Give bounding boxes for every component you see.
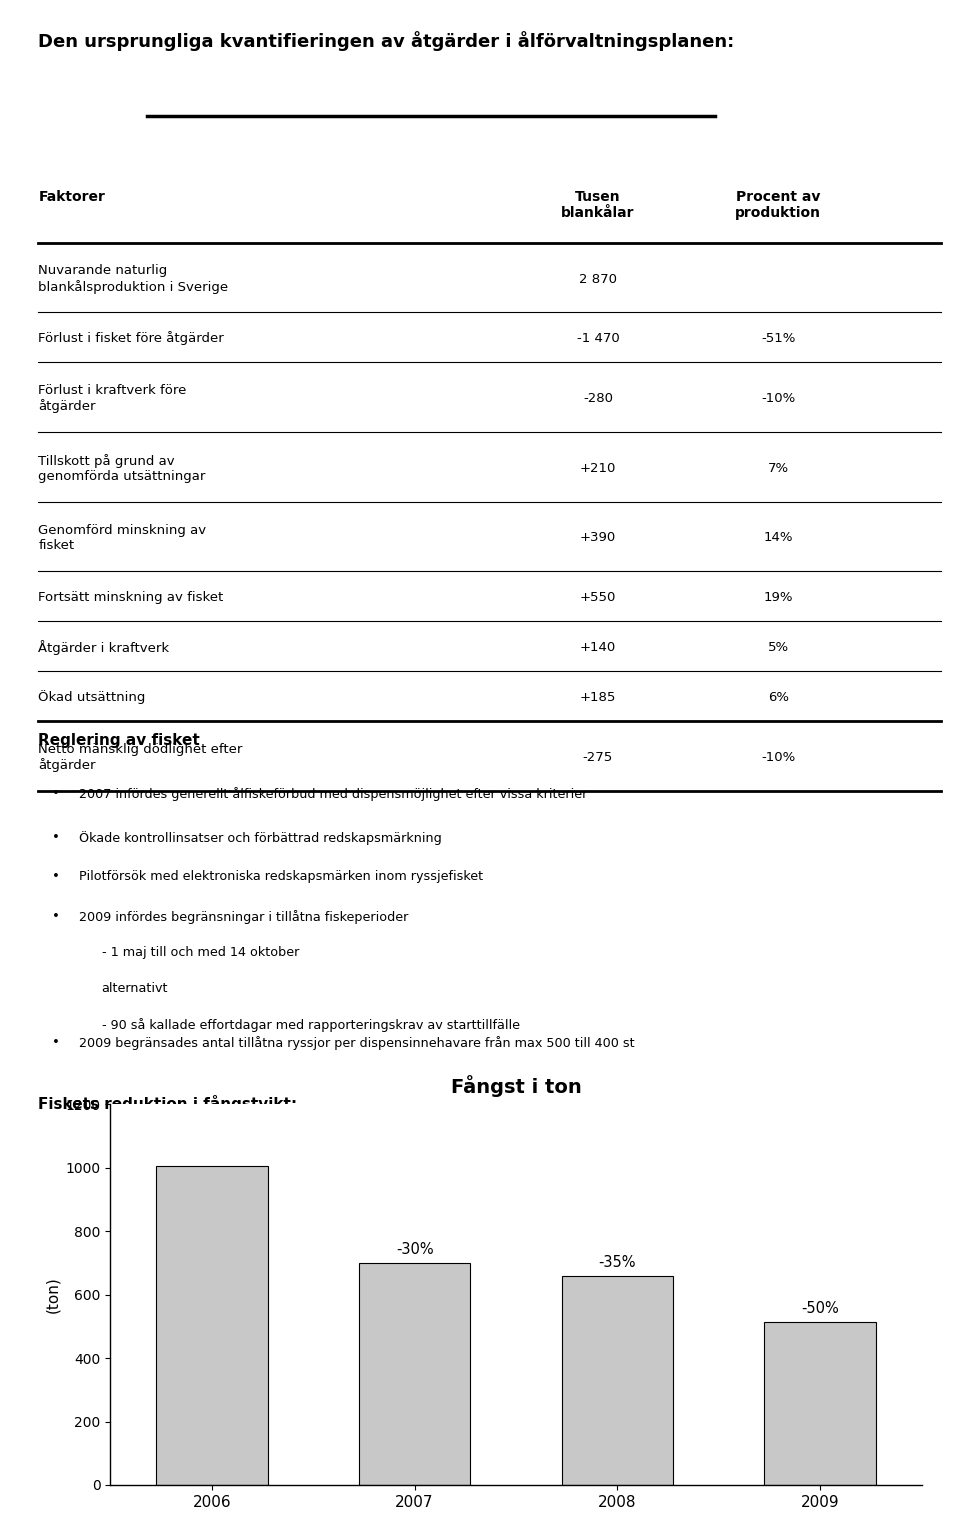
Y-axis label: (ton): (ton) <box>45 1276 60 1313</box>
Text: -50%: -50% <box>802 1301 839 1316</box>
Text: - 1 maj till och med 14 oktober: - 1 maj till och med 14 oktober <box>102 946 299 959</box>
Text: Procent av
produktion: Procent av produktion <box>735 190 822 221</box>
Title: Fångst i ton: Fångst i ton <box>450 1075 582 1097</box>
Text: Genomförd minskning av
fisket: Genomförd minskning av fisket <box>38 523 206 552</box>
Text: Reglering av fisket: Reglering av fisket <box>38 733 200 749</box>
Text: Fortsätt minskning av fisket: Fortsätt minskning av fisket <box>38 591 224 603</box>
Text: -30%: -30% <box>396 1243 433 1258</box>
Text: Förlust i kraftverk före
åtgärder: Förlust i kraftverk före åtgärder <box>38 384 187 413</box>
Text: +185: +185 <box>580 690 616 704</box>
Text: 14%: 14% <box>763 531 793 545</box>
Text: -51%: -51% <box>761 331 796 345</box>
Text: Ökade kontrollinsatser och förbättrad redskapsmärkning: Ökade kontrollinsatser och förbättrad re… <box>79 830 442 845</box>
Text: Tillskott på grund av
genomförda utsättningar: Tillskott på grund av genomförda utsättn… <box>38 454 205 483</box>
Text: -10%: -10% <box>761 750 796 764</box>
Text: -35%: -35% <box>599 1255 636 1270</box>
Bar <box>764 1322 876 1485</box>
Text: +390: +390 <box>580 531 616 545</box>
Text: 2009 infördes begränsningar i tillåtna fiskeperioder: 2009 infördes begränsningar i tillåtna f… <box>79 910 408 923</box>
Bar <box>156 1166 268 1485</box>
Text: •: • <box>52 870 60 884</box>
Text: +550: +550 <box>580 591 616 603</box>
Text: +210: +210 <box>580 462 616 474</box>
Text: •: • <box>52 830 60 844</box>
Text: •: • <box>52 787 60 801</box>
Text: Nuvarande naturlig
blankålsproduktion i Sverige: Nuvarande naturlig blankålsproduktion i … <box>38 264 228 293</box>
Text: Åtgärder i kraftverk: Åtgärder i kraftverk <box>38 640 170 655</box>
Text: Fiskets reduktion i fångstvikt:: Fiskets reduktion i fångstvikt: <box>38 1095 298 1112</box>
Text: Netto mänsklig dödlighet efter
åtgärder: Netto mänsklig dödlighet efter åtgärder <box>38 742 243 772</box>
Text: 2007 infördes generellt ålfiskeförbud med dispensmöjlighet efter vissa kriterier: 2007 infördes generellt ålfiskeförbud me… <box>79 787 588 801</box>
Text: -10%: -10% <box>761 393 796 405</box>
Text: •: • <box>52 910 60 923</box>
Text: Förlust i fisket före åtgärder: Förlust i fisket före åtgärder <box>38 331 224 345</box>
Text: -275: -275 <box>583 750 613 764</box>
Text: 2 870: 2 870 <box>579 273 617 285</box>
Text: -280: -280 <box>583 393 612 405</box>
Text: 2009 begränsades antal tillåtna ryssjor per dispensinnehavare från max 500 till : 2009 begränsades antal tillåtna ryssjor … <box>79 1037 635 1051</box>
Text: 5%: 5% <box>768 641 789 653</box>
Text: Tusen
blankålar: Tusen blankålar <box>562 190 635 221</box>
Text: 7%: 7% <box>768 462 789 474</box>
Text: +140: +140 <box>580 641 616 653</box>
Text: 19%: 19% <box>763 591 793 603</box>
Text: -1 470: -1 470 <box>577 331 619 345</box>
Text: alternativt: alternativt <box>102 982 168 996</box>
Bar <box>562 1276 673 1485</box>
Text: •: • <box>52 1037 60 1049</box>
Text: - 90 så kallade effortdagar med rapporteringskrav av starttillfälle: - 90 så kallade effortdagar med rapporte… <box>102 1019 519 1032</box>
Text: Den ursprungliga kvantifieringen av åtgärder i ålförvaltningsplanen:: Den ursprungliga kvantifieringen av åtgä… <box>38 31 734 51</box>
Text: Ökad utsättning: Ökad utsättning <box>38 690 146 704</box>
Text: Pilotförsök med elektroniska redskapsmärken inom ryssjefisket: Pilotförsök med elektroniska redskapsmär… <box>79 870 483 884</box>
Bar <box>359 1262 470 1485</box>
Text: Faktorer: Faktorer <box>38 190 106 204</box>
Text: 6%: 6% <box>768 690 789 704</box>
